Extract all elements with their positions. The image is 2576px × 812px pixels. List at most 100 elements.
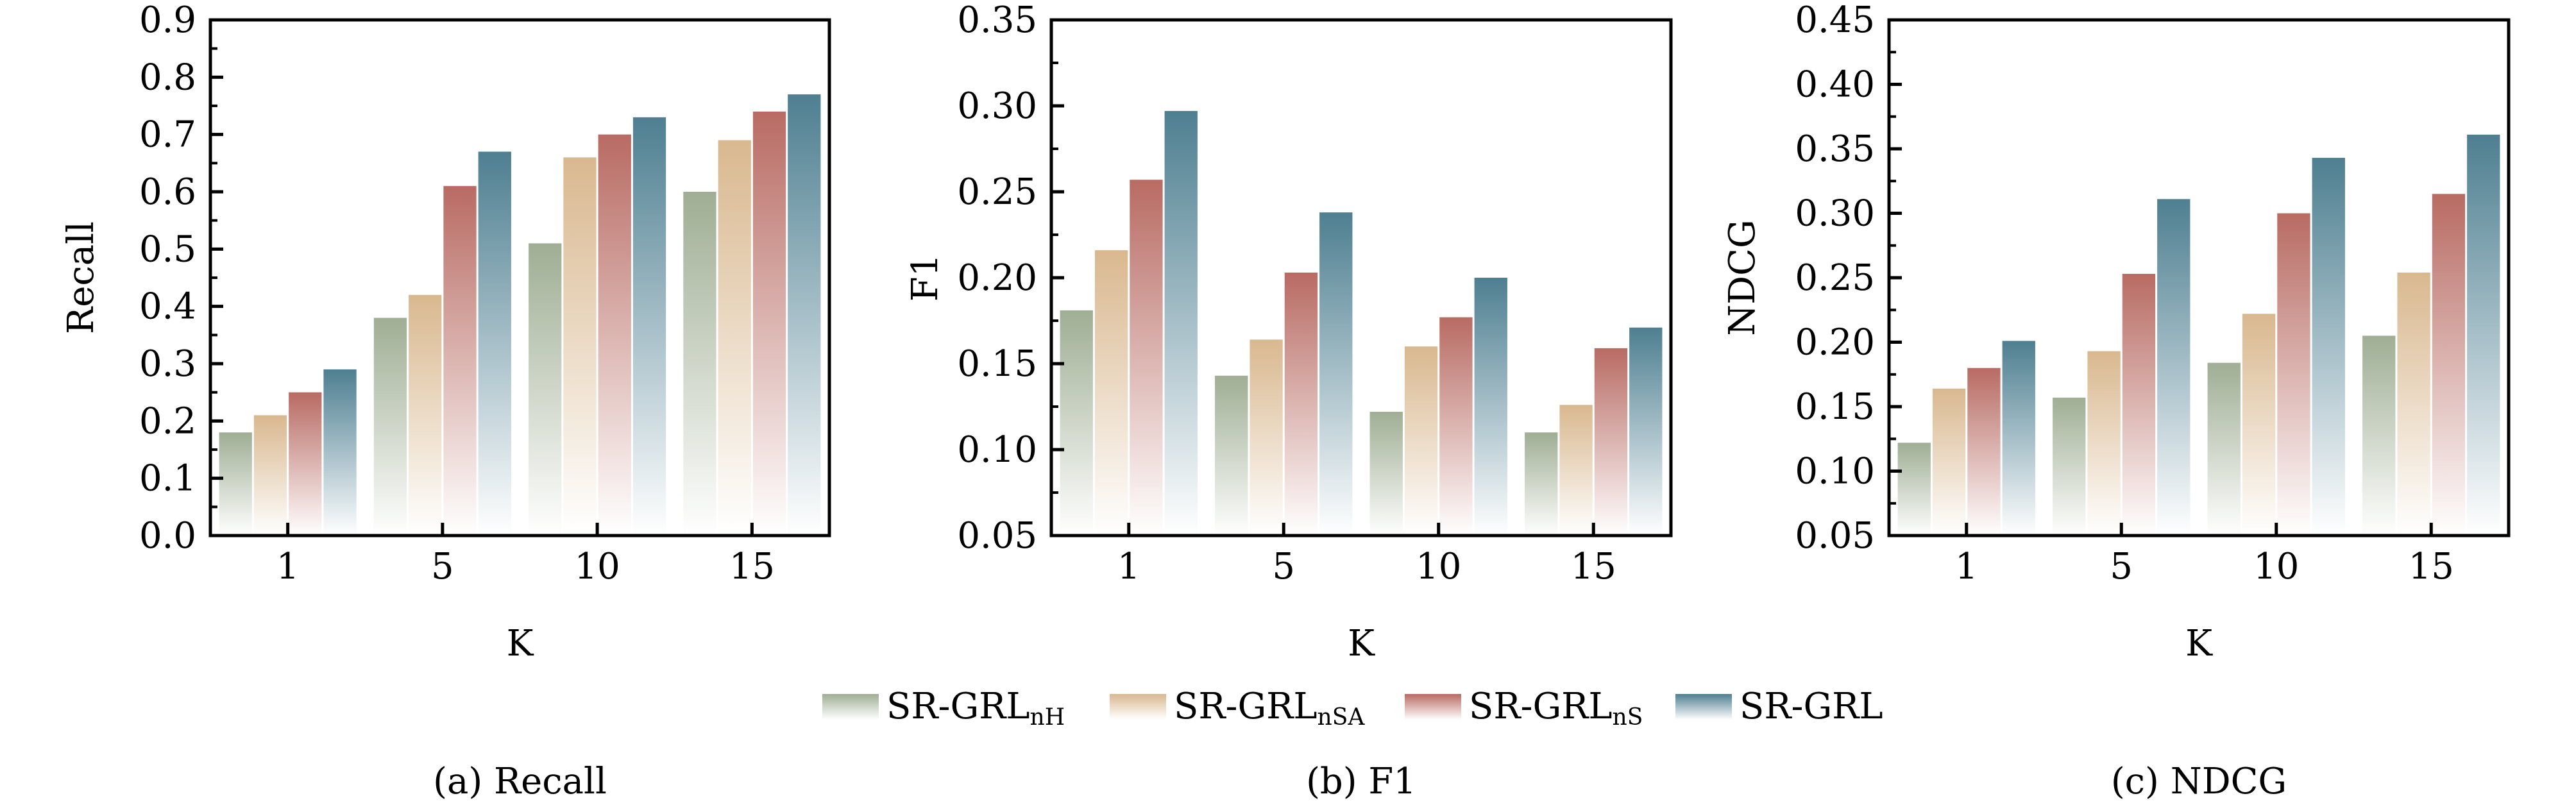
bar bbox=[1439, 317, 1473, 536]
y-tick-label: 0.7 bbox=[139, 114, 196, 156]
chart-caption: (a) Recall bbox=[433, 761, 607, 802]
y-tick-label: 0.3 bbox=[139, 343, 196, 385]
x-tick-label: 1 bbox=[276, 546, 300, 588]
bar bbox=[478, 151, 511, 536]
bar bbox=[219, 432, 252, 536]
bar bbox=[632, 117, 666, 536]
bar bbox=[563, 157, 597, 536]
bar bbox=[1594, 348, 1628, 536]
y-axis-label: Recall bbox=[60, 221, 102, 334]
bar bbox=[683, 192, 716, 536]
chart-ndcg: 0.050.100.150.200.250.300.350.400.451 5 10… bbox=[1722, 0, 2511, 802]
bar bbox=[1404, 346, 1438, 536]
bar bbox=[1897, 443, 1931, 536]
x-tick-label: 15 bbox=[2409, 546, 2454, 588]
bar bbox=[788, 94, 821, 536]
bar bbox=[2397, 272, 2430, 536]
bar bbox=[1629, 327, 1663, 536]
bar bbox=[2277, 213, 2310, 536]
bar bbox=[409, 294, 442, 536]
legend-label: SR-GRLnH bbox=[886, 686, 1065, 731]
bar bbox=[1164, 111, 1198, 536]
y-axis-label: NDCG bbox=[1722, 219, 1763, 335]
bar bbox=[323, 369, 357, 536]
bar bbox=[2242, 314, 2276, 536]
bar bbox=[2087, 351, 2121, 536]
y-tick-label: 0.6 bbox=[139, 171, 196, 213]
chart-caption: (c) NDCG bbox=[2111, 761, 2287, 802]
legend-label: SR-GRLnS bbox=[1469, 686, 1643, 731]
bar bbox=[1284, 272, 1318, 536]
bar bbox=[2432, 194, 2466, 536]
bar bbox=[1525, 432, 1558, 536]
y-tick-label: 0.0 bbox=[139, 515, 196, 557]
y-tick-label: 0.20 bbox=[1795, 322, 1875, 364]
x-tick-label: 15 bbox=[1571, 546, 1616, 588]
legend-item: SR-GRLnS bbox=[1405, 686, 1643, 731]
bar bbox=[443, 186, 477, 536]
legend-item: SR-GRL bbox=[1675, 686, 1883, 727]
bar bbox=[2312, 158, 2345, 536]
x-tick-label: 5 bbox=[1272, 546, 1295, 588]
y-tick-label: 0.4 bbox=[139, 286, 196, 328]
x-tick-label: 1 bbox=[1117, 546, 1140, 588]
bar bbox=[1319, 212, 1353, 536]
legend-swatch bbox=[822, 694, 879, 720]
y-tick-label: 0.35 bbox=[957, 0, 1037, 41]
x-tick-label: 10 bbox=[1416, 546, 1461, 588]
bar bbox=[1215, 375, 1248, 536]
x-axis-label: K bbox=[507, 623, 534, 664]
x-tick-label: 10 bbox=[574, 546, 620, 588]
chart-caption: (b) F1 bbox=[1306, 761, 1416, 802]
legend-item: SR-GRLnSA bbox=[1110, 686, 1365, 731]
bar bbox=[2157, 199, 2190, 536]
legend-swatch bbox=[1405, 694, 1461, 720]
x-axis-label: K bbox=[2185, 623, 2213, 664]
y-axis-label: F1 bbox=[904, 254, 946, 301]
bar bbox=[1932, 388, 1966, 536]
legend: SR-GRLnH SR-GRLnSA SR-GRLnS SR-GRL bbox=[822, 686, 1883, 731]
y-tick-label: 0.15 bbox=[1795, 386, 1875, 428]
chart-f1: 0.050.100.150.200.250.300.351 5 10 15KF1(b)… bbox=[904, 0, 1673, 802]
bar bbox=[1967, 368, 2001, 536]
bar bbox=[373, 317, 407, 536]
y-tick-label: 0.20 bbox=[957, 257, 1037, 299]
y-tick-label: 0.35 bbox=[1795, 128, 1875, 170]
bar bbox=[1060, 310, 1093, 536]
bar bbox=[1369, 412, 1403, 536]
x-axis-label: K bbox=[1348, 623, 1375, 664]
bar bbox=[2362, 335, 2396, 536]
legend-swatch bbox=[1110, 694, 1166, 720]
x-tick-label: 5 bbox=[2110, 546, 2133, 588]
bar bbox=[1559, 405, 1593, 536]
chart-recall: 0.00.10.20.30.40.50.60.70.80.91 5 10 15KRec… bbox=[60, 0, 831, 802]
legend-item: SR-GRLnH bbox=[822, 686, 1065, 731]
x-tick-label: 10 bbox=[2253, 546, 2299, 588]
bar bbox=[2002, 341, 2035, 536]
y-tick-label: 0.10 bbox=[1795, 451, 1875, 493]
bar bbox=[289, 392, 322, 536]
legend-label: SR-GRL bbox=[1740, 686, 1883, 727]
bar bbox=[1130, 180, 1163, 536]
x-tick-label: 5 bbox=[431, 546, 454, 588]
y-tick-label: 0.10 bbox=[957, 429, 1037, 471]
y-tick-label: 0.30 bbox=[957, 85, 1037, 127]
x-tick-label: 15 bbox=[729, 546, 775, 588]
y-tick-label: 0.9 bbox=[139, 0, 196, 41]
y-tick-label: 0.2 bbox=[139, 400, 196, 442]
y-tick-label: 0.25 bbox=[957, 171, 1037, 213]
y-tick-label: 0.40 bbox=[1795, 64, 1875, 106]
x-tick-label: 1 bbox=[1955, 546, 1978, 588]
bar bbox=[2053, 397, 2086, 536]
bar bbox=[718, 140, 751, 536]
bar bbox=[1094, 250, 1128, 536]
bar bbox=[1474, 278, 1507, 536]
y-tick-label: 0.05 bbox=[1795, 515, 1875, 557]
y-tick-label: 0.15 bbox=[957, 343, 1037, 385]
y-tick-label: 0.8 bbox=[139, 56, 196, 98]
bar bbox=[2467, 134, 2500, 536]
y-tick-label: 0.05 bbox=[957, 515, 1037, 557]
bar bbox=[1250, 339, 1283, 536]
